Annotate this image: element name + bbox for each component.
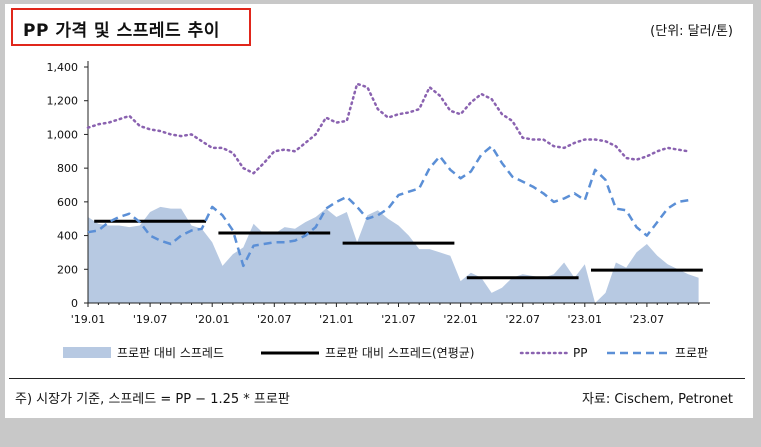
legend-pp-label: PP [573, 346, 587, 360]
legend-area-label: 프로판 대비 스프레드 [117, 346, 224, 360]
chart-card: PP 가격 및 스프레드 추이 (단위: 달러/톤) 0 200 400 600 800… [5, 4, 753, 418]
y-tick-label: 400 [57, 230, 78, 243]
x-tick-label: '19.01 [71, 313, 106, 326]
x-tick-label: '20.01 [195, 313, 230, 326]
x-tick-label: '23.01 [568, 313, 603, 326]
x-tick-label: '20.07 [257, 313, 292, 326]
legend-area-swatch [63, 347, 111, 358]
y-tick-label: 1,000 [47, 128, 79, 141]
x-tick-label: '21.07 [381, 313, 416, 326]
x-tick-label: '23.07 [630, 313, 665, 326]
legend-propane-label: 프로판 [675, 346, 708, 360]
unit-label: (단위: 달러/톤) [650, 24, 733, 39]
y-tick-label: 1,200 [47, 95, 79, 108]
y-tick-label: 800 [57, 162, 78, 175]
page-title: PP 가격 및 스프레드 추이 [23, 21, 220, 41]
x-tick-label: '19.07 [133, 313, 168, 326]
legend-annual-label: 프로판 대비 스프레드(연평균) [325, 346, 474, 360]
x-tick-label: '22.07 [505, 313, 540, 326]
pp-line [86, 82, 690, 175]
y-tick-label: 0 [71, 297, 78, 310]
x-tick-label: '22.01 [443, 313, 478, 326]
y-tick-label: 200 [57, 263, 78, 276]
source-note: 자료: Cischem, Petronet [581, 392, 733, 407]
footer-divider [9, 378, 745, 379]
title-frame [11, 8, 251, 46]
y-tick-label: 1,400 [47, 61, 79, 74]
x-tick-label: '21.01 [319, 313, 354, 326]
propane-line [87, 144, 689, 268]
chart-svg: 0 200 400 600 800 1,000 1,200 1,400 '19.01 '19.07… [47, 61, 710, 360]
footnote: 주) 시장가 기준, 스프레드 = PP − 1.25 * 프로판 [15, 392, 290, 407]
y-tick-label: 600 [57, 196, 78, 209]
